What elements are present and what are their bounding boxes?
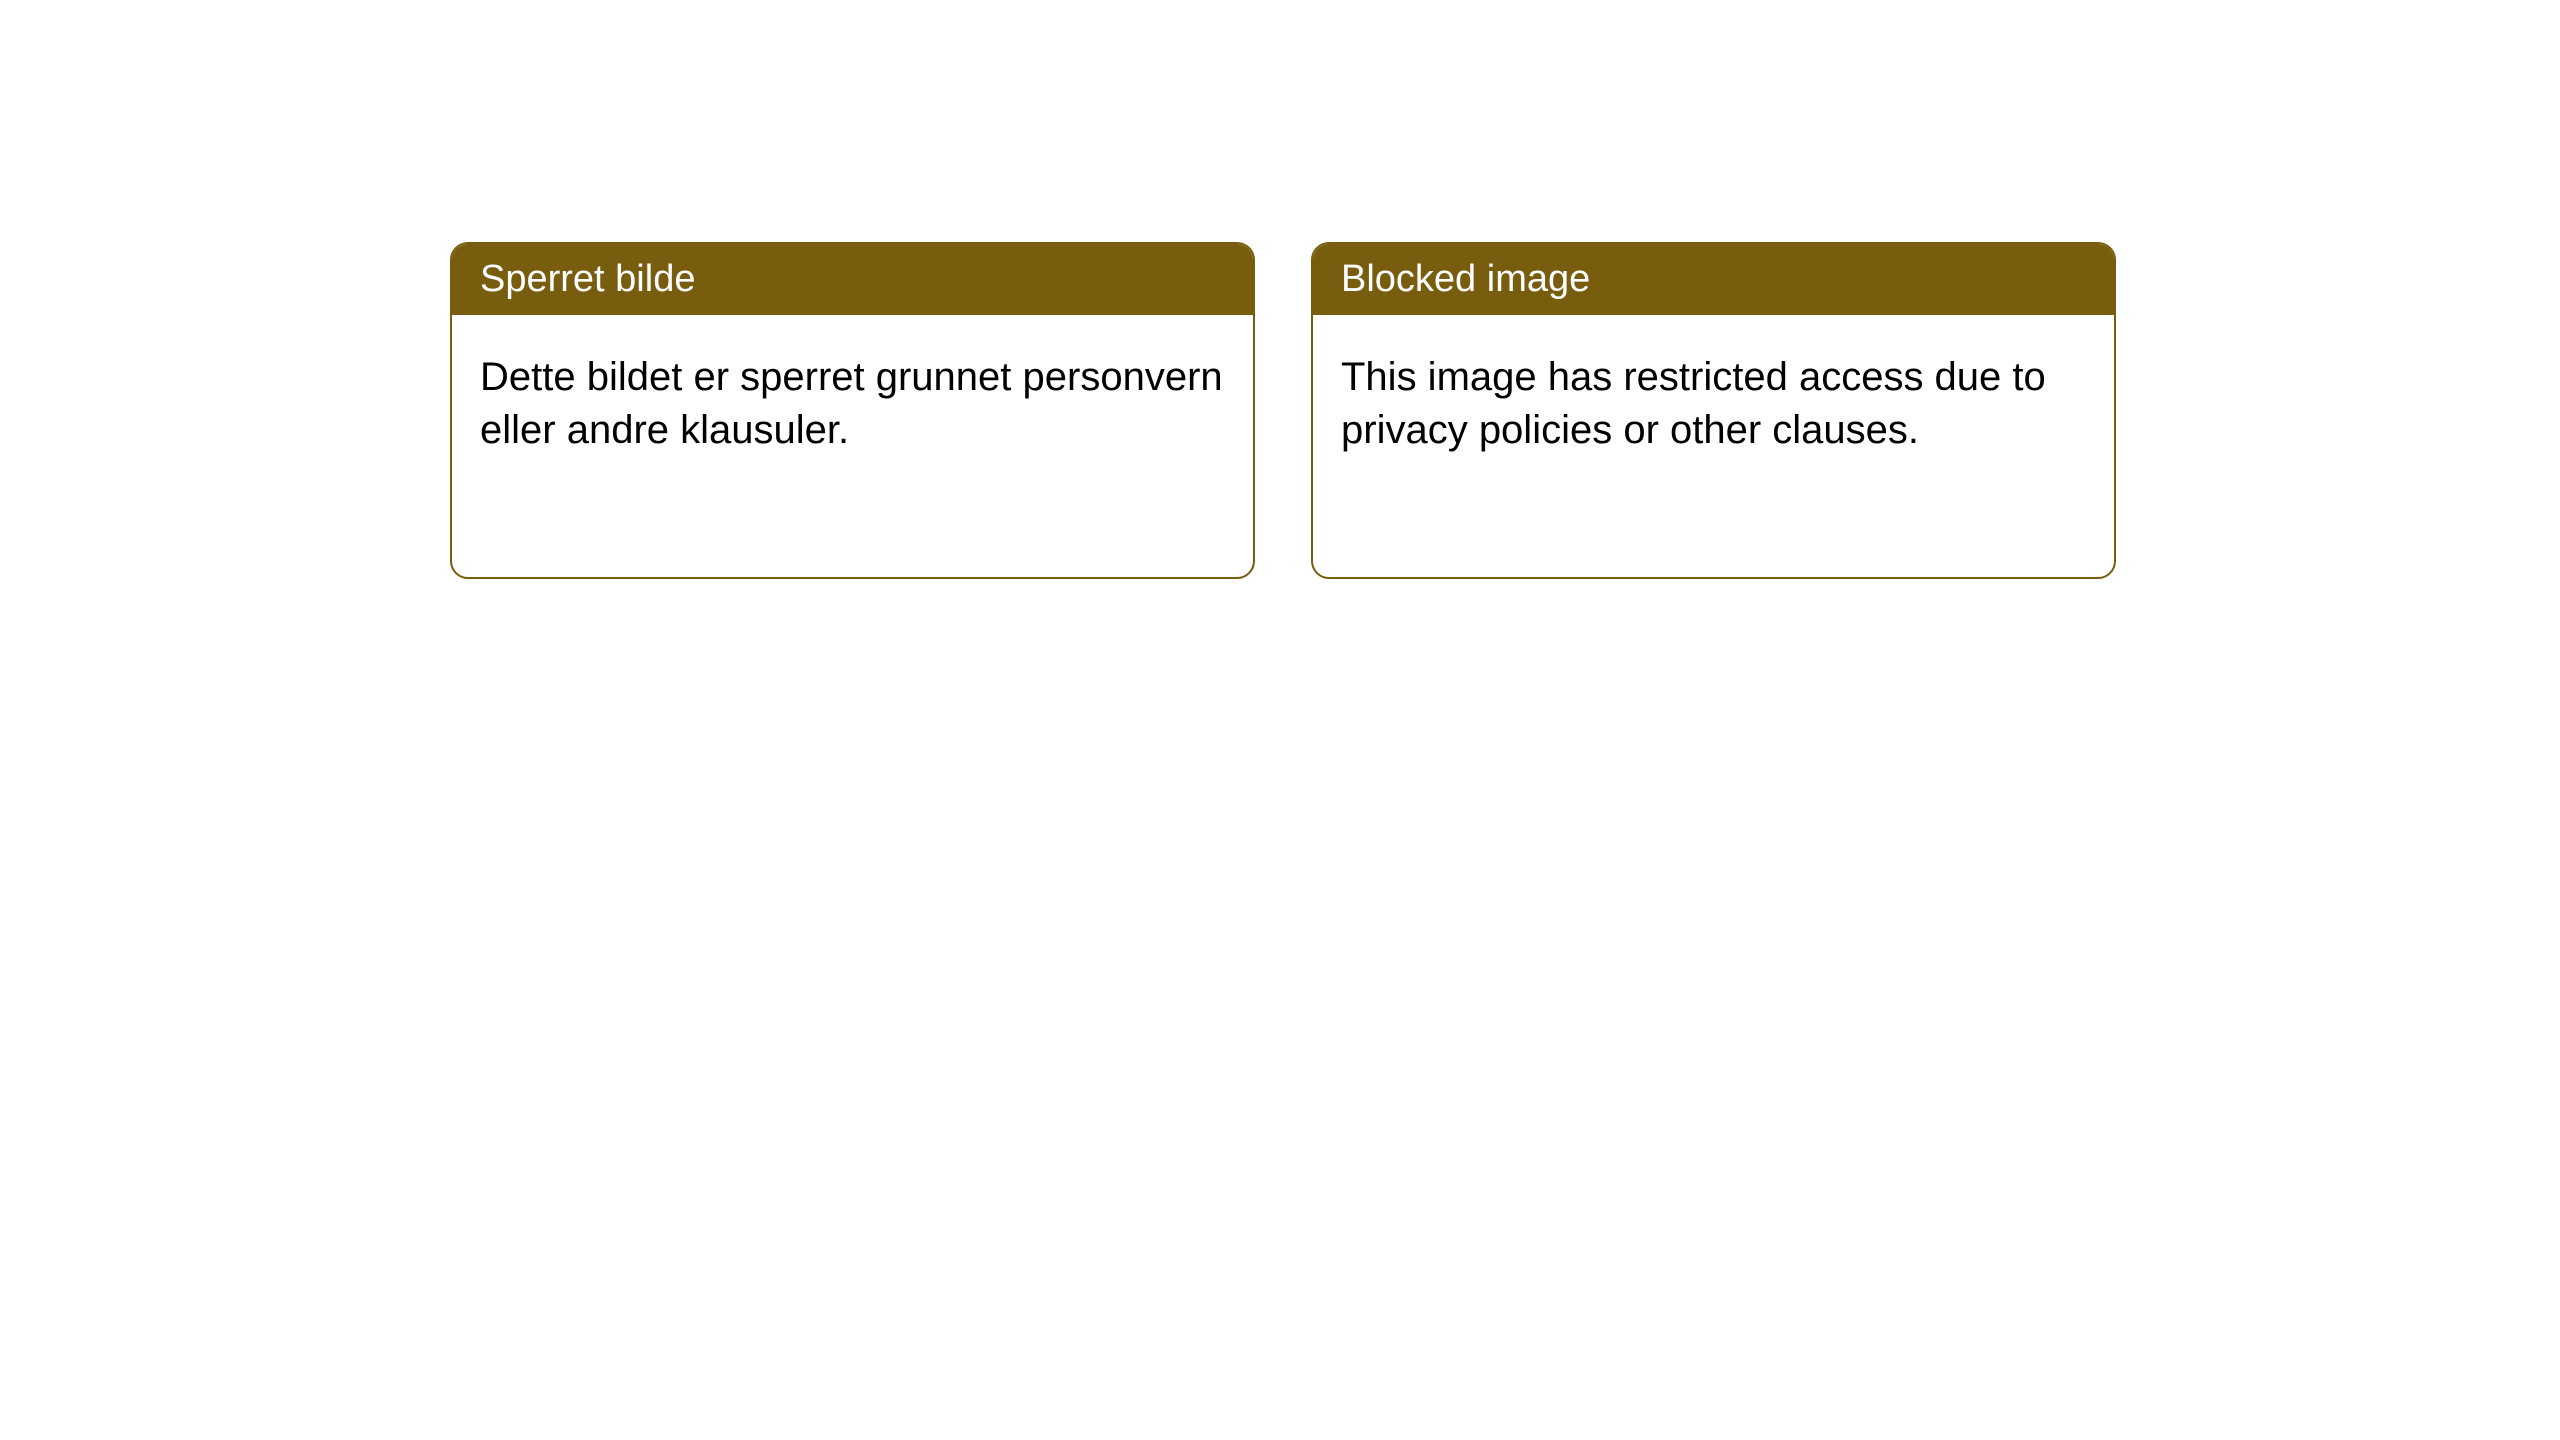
notice-card-norwegian: Sperret bilde Dette bildet er sperret gr… (450, 242, 1255, 579)
notice-cards-container: Sperret bilde Dette bildet er sperret gr… (450, 242, 2116, 579)
card-header-english: Blocked image (1313, 244, 2114, 315)
card-header-norwegian: Sperret bilde (452, 244, 1253, 315)
card-title-english: Blocked image (1341, 258, 1590, 300)
notice-card-english: Blocked image This image has restricted … (1311, 242, 2116, 579)
card-body-english: This image has restricted access due to … (1313, 315, 2114, 493)
card-title-norwegian: Sperret bilde (480, 258, 695, 300)
card-text-norwegian: Dette bildet er sperret grunnet personve… (480, 355, 1223, 452)
card-body-norwegian: Dette bildet er sperret grunnet personve… (452, 315, 1253, 493)
card-text-english: This image has restricted access due to … (1341, 355, 2046, 452)
